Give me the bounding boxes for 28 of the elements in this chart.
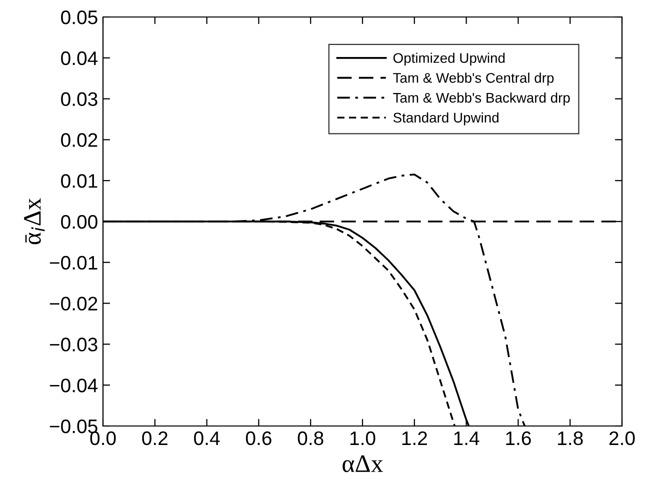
x-tick-label: 1.6 [506,431,531,446]
y-tick-label: 0.01 [61,174,98,188]
x-tick-label: 1.0 [350,431,376,446]
x-tick-label: 0.4 [194,431,220,446]
legend-label: Optimized Upwind [393,52,505,66]
x-tick-label: 1.2 [402,431,427,445]
legend-label: Tam & Webb's Central drp [393,72,554,86]
x-tick-label: 0.8 [298,431,324,446]
y-tick-label: −0.04 [50,378,98,392]
y-tick-label: 0.00 [61,214,98,229]
y-tick-label: −0.05 [50,419,98,434]
y-axis-title: ᾱ$_{i}$Δx [24,198,45,244]
x-tick-label: 0.6 [246,431,272,446]
x-tick-label: 0.0 [90,431,116,446]
x-tick-label: 1.4 [454,432,480,445]
y-tick-label: −0.03 [50,338,98,352]
x-tick-label: 0.2 [142,431,168,446]
y-tick-label: −0.02 [50,296,98,311]
y-tick-label: 0.04 [61,51,98,66]
y-tick-label: −0.01 [50,256,98,270]
x-axis-title: αΔx [342,455,384,472]
x-tick-label: 2.0 [609,431,635,446]
y-tick-label: 0.02 [61,133,98,147]
y-tick-label: 0.05 [61,10,98,24]
legend-label: Tam & Webb's Backward drp [393,92,570,106]
y-tick-label: 0.03 [61,92,98,106]
x-tick-label: 1.8 [558,431,583,446]
legend-label: Standard Upwind [393,112,498,126]
